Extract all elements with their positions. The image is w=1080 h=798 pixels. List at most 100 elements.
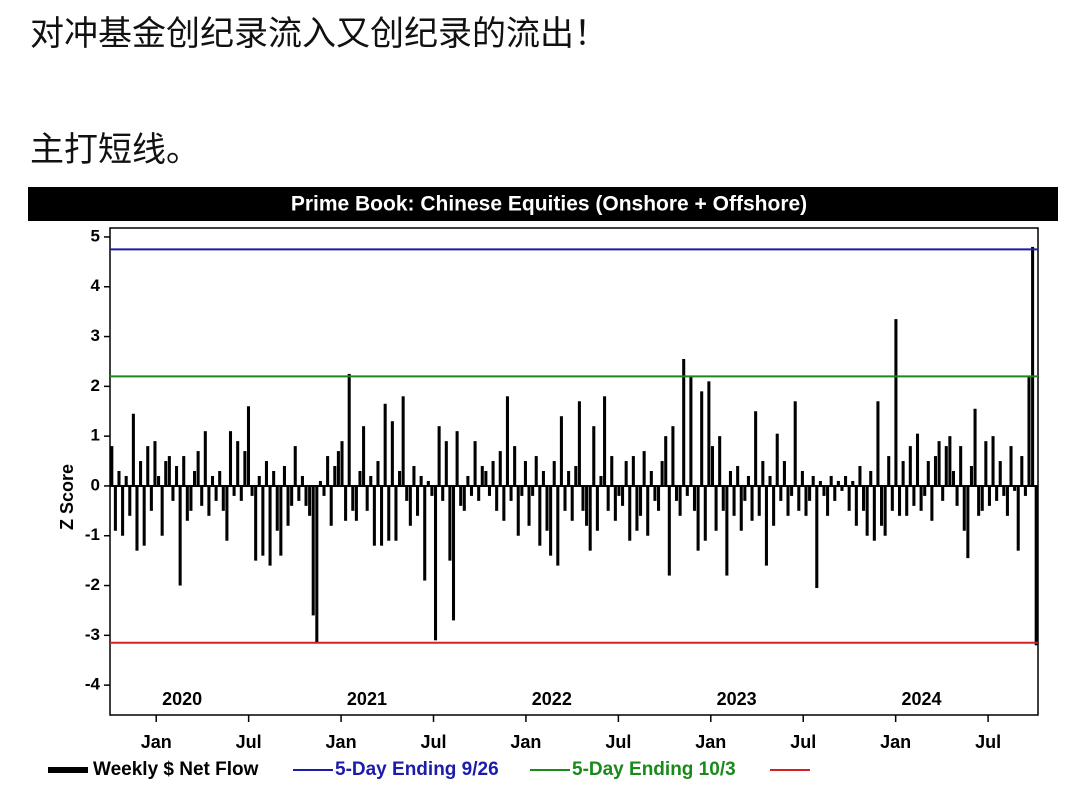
bar [466,475,470,486]
bar [484,471,488,486]
bar [588,485,592,551]
bar [880,485,884,526]
bar [998,461,1002,486]
year-label: 2021 [347,689,387,709]
bar [847,485,851,511]
bar [444,441,448,486]
bar [987,485,991,506]
post-text: 对冲基金创纪录流入又创纪录的流出！ [30,14,608,54]
bar [164,461,168,486]
bar [433,485,438,641]
bar [793,401,797,486]
bar [286,485,290,526]
bar [441,485,445,501]
year-label: 2022 [532,689,572,709]
bar [146,446,150,486]
x-tick-label: Jul [420,732,446,752]
bar [836,480,840,486]
bar [117,471,121,486]
bar [380,485,384,546]
bar [955,485,959,506]
bar [203,431,207,486]
bar [430,485,434,496]
bar [574,466,578,486]
bar [1020,456,1024,486]
bar [775,433,779,486]
bar [617,485,621,496]
bar [498,451,502,486]
bar [549,485,553,556]
bar [581,485,585,511]
bar [538,485,542,546]
bar [563,485,567,511]
bar [887,456,891,486]
bar [897,485,902,516]
bar [764,485,768,566]
x-tick-label: Jan [510,732,541,752]
bar [610,456,614,486]
bar [502,485,506,521]
bar [448,485,452,561]
bar [437,426,441,486]
x-tick-label: Jan [326,732,357,752]
bar [692,485,697,511]
bar [369,475,373,486]
bar [818,480,822,486]
bar [131,413,135,486]
bar [613,485,617,521]
bar [513,446,517,486]
bar [329,485,333,526]
bar [621,485,625,506]
bar [545,485,549,531]
bar [599,475,603,486]
bar [149,485,153,511]
bar [189,485,193,511]
bar [862,485,866,511]
bar [707,381,711,486]
bar [674,485,679,501]
bar [984,441,988,486]
bar [509,485,513,501]
bar [624,461,628,486]
bar [160,485,164,536]
bar [908,446,912,486]
y-tick-label: -1 [85,525,100,544]
bar [192,471,197,486]
bar [412,466,416,486]
post-text: 主打短线。 [30,130,200,170]
bar [347,373,351,486]
bar [1016,485,1020,551]
bar [1005,485,1009,516]
bar [962,485,966,531]
bar [264,461,268,486]
bar [401,396,405,486]
y-tick-label: 1 [91,426,100,445]
bar [912,485,916,506]
bar [196,451,200,486]
title-bar [28,187,1058,221]
bar [559,416,563,486]
bar [297,485,301,501]
bar [459,485,463,506]
bar [531,485,535,496]
bar [915,433,920,486]
bar [200,485,204,506]
bar [261,485,265,556]
bar [567,471,571,486]
x-tick-label: Jan [141,732,172,752]
bar [520,485,524,496]
bar [761,461,765,486]
bar [365,485,369,511]
bar [1027,376,1031,486]
bar [308,485,312,516]
bar [405,485,409,501]
bar [1013,485,1017,491]
bar [157,475,161,486]
bar [398,471,402,486]
bar [872,485,876,541]
bar [743,485,747,501]
bar [919,485,923,511]
bar [351,485,355,511]
bar [800,471,804,486]
bar [797,485,801,511]
